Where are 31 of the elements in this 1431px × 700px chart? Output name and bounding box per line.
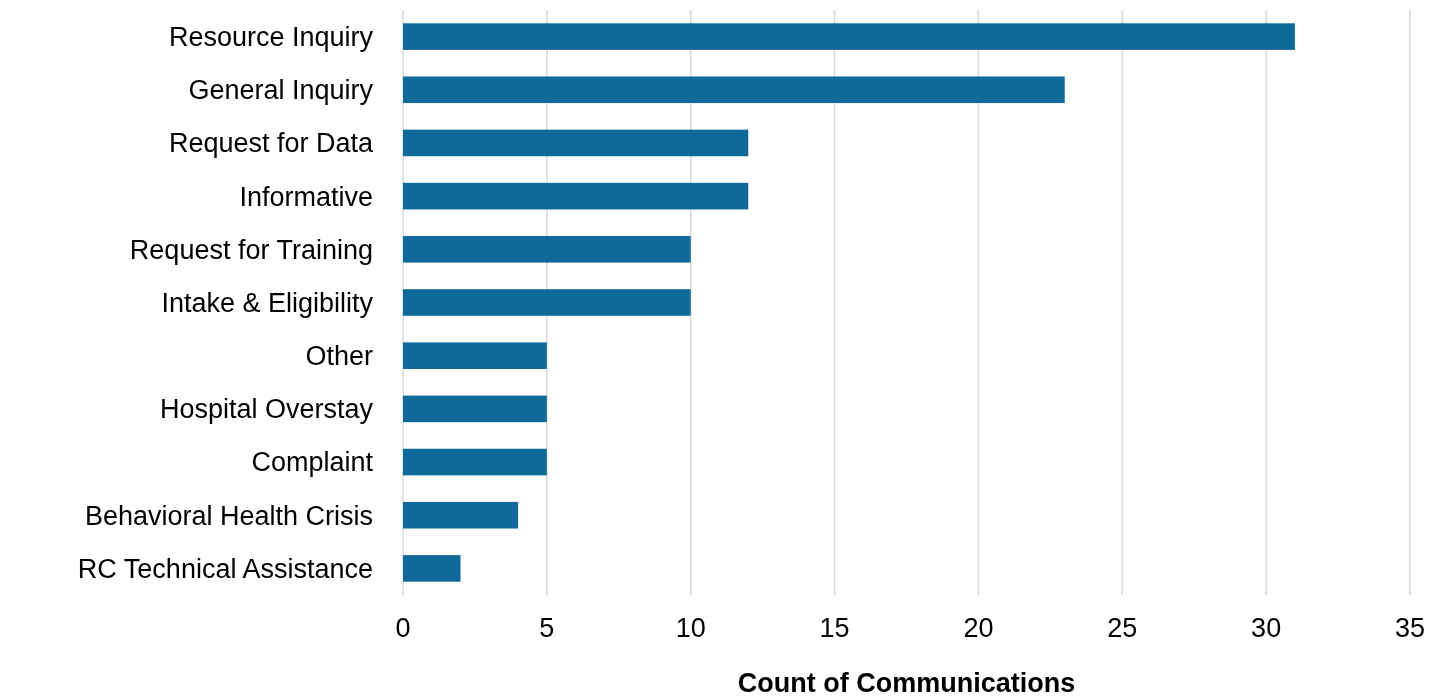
bar	[403, 76, 1065, 104]
y-tick-label: Resource Inquiry	[168, 22, 374, 53]
y-tick-label: RC Technical Assistance	[77, 553, 373, 584]
y-tick-label: Intake & Eligibility	[161, 287, 374, 318]
y-tick-label: Informative	[239, 181, 373, 212]
bar	[403, 129, 749, 157]
bar	[403, 182, 749, 210]
x-axis-title: Count of Communications	[737, 668, 1076, 698]
x-tick-label: 5	[539, 613, 555, 643]
x-tick-label: 0	[395, 613, 411, 643]
x-tick-label: 15	[819, 613, 850, 643]
bar	[403, 23, 1295, 50]
y-tick-label: Request for Data	[168, 128, 374, 159]
x-tick-label: 30	[1251, 613, 1282, 643]
bar	[403, 342, 547, 369]
bar	[403, 236, 691, 263]
bar	[403, 448, 547, 476]
x-tick-label: 35	[1394, 613, 1426, 643]
y-tick-label: Hospital Overstay	[159, 394, 374, 425]
bar	[403, 395, 547, 423]
x-tick-label: 10	[675, 613, 706, 643]
x-tick-label: 20	[963, 613, 994, 643]
bar	[403, 555, 461, 582]
y-tick-label: Behavioral Health Crisis	[84, 500, 373, 531]
y-tick-label: Complaint	[251, 447, 374, 478]
y-tick-label: Request for Training	[129, 234, 373, 265]
bar	[403, 501, 519, 529]
bar	[403, 289, 691, 316]
y-tick-label: Other	[305, 341, 373, 372]
x-tick-label: 25	[1107, 613, 1138, 643]
y-tick-label: General Inquiry	[188, 75, 374, 106]
